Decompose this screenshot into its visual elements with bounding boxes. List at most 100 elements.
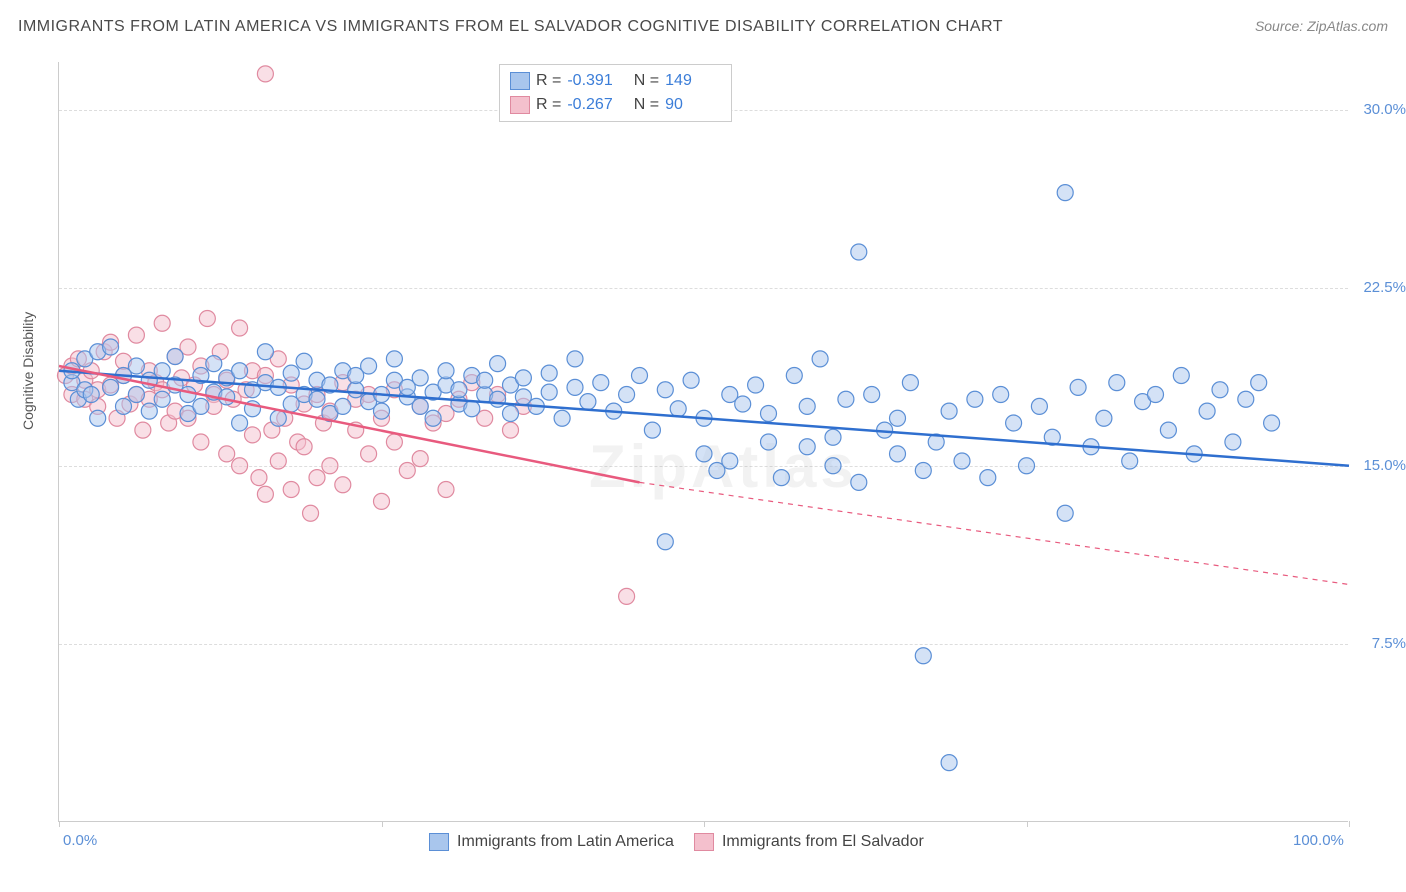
- data-point: [786, 368, 802, 384]
- data-point: [296, 353, 312, 369]
- data-point: [980, 470, 996, 486]
- data-point: [245, 427, 261, 443]
- data-point: [412, 370, 428, 386]
- data-point: [128, 387, 144, 403]
- x-tick: [59, 821, 60, 827]
- data-point: [1057, 185, 1073, 201]
- data-point: [773, 470, 789, 486]
- data-point: [1006, 415, 1022, 431]
- data-point: [799, 398, 815, 414]
- data-point: [902, 375, 918, 391]
- data-point: [425, 410, 441, 426]
- data-point: [154, 363, 170, 379]
- x-tick: [1349, 821, 1350, 827]
- data-point: [128, 327, 144, 343]
- data-point: [619, 387, 635, 403]
- data-point: [283, 482, 299, 498]
- data-point: [722, 453, 738, 469]
- data-point: [761, 406, 777, 422]
- x-tick: [382, 821, 383, 827]
- data-point: [1264, 415, 1280, 431]
- data-point: [644, 422, 660, 438]
- data-point: [1019, 458, 1035, 474]
- data-point: [825, 429, 841, 445]
- data-point: [941, 403, 957, 419]
- data-point: [303, 505, 319, 521]
- swatch-el-salvador: [510, 96, 530, 114]
- data-point: [232, 320, 248, 336]
- data-point: [993, 387, 1009, 403]
- y-tick-label: 30.0%: [1354, 101, 1406, 118]
- chart-area: ZipAtlas R = -0.391 N = 149 R = -0.267 N…: [58, 62, 1348, 822]
- scatter-plot: [59, 62, 1348, 821]
- data-point: [399, 463, 415, 479]
- data-point: [541, 365, 557, 381]
- legend-item-el-salvador: Immigrants from El Salvador: [694, 833, 924, 851]
- swatch-latin-america-bottom: [429, 833, 449, 851]
- n-label: N =: [629, 69, 659, 93]
- data-point: [1070, 379, 1086, 395]
- data-point: [451, 382, 467, 398]
- chart-header: IMMIGRANTS FROM LATIN AMERICA VS IMMIGRA…: [18, 18, 1388, 36]
- data-point: [593, 375, 609, 391]
- data-point: [128, 358, 144, 374]
- data-point: [270, 410, 286, 426]
- data-point: [799, 439, 815, 455]
- data-point: [232, 363, 248, 379]
- data-point: [270, 453, 286, 469]
- data-point: [232, 458, 248, 474]
- data-point: [335, 477, 351, 493]
- y-tick-label: 7.5%: [1354, 635, 1406, 652]
- data-point: [335, 398, 351, 414]
- data-point: [219, 446, 235, 462]
- n-label: N =: [629, 93, 659, 117]
- x-tick-label: 0.0%: [63, 832, 97, 849]
- data-point: [141, 403, 157, 419]
- data-point: [386, 351, 402, 367]
- data-point: [90, 410, 106, 426]
- data-point: [851, 244, 867, 260]
- data-point: [1096, 410, 1112, 426]
- data-point: [864, 387, 880, 403]
- data-point: [503, 406, 519, 422]
- data-point: [219, 389, 235, 405]
- data-point: [477, 372, 493, 388]
- data-point: [206, 356, 222, 372]
- data-point: [670, 401, 686, 417]
- data-point: [1109, 375, 1125, 391]
- data-point: [154, 315, 170, 331]
- data-point: [851, 474, 867, 490]
- data-point: [567, 351, 583, 367]
- data-point: [348, 382, 364, 398]
- data-point: [412, 451, 428, 467]
- data-point: [1212, 382, 1228, 398]
- data-point: [657, 534, 673, 550]
- data-point: [503, 422, 519, 438]
- data-point: [180, 387, 196, 403]
- data-point: [283, 365, 299, 381]
- data-point: [257, 344, 273, 360]
- data-point: [257, 486, 273, 502]
- data-point: [374, 493, 390, 509]
- data-point: [541, 384, 557, 400]
- data-point: [567, 379, 583, 395]
- y-tick-label: 22.5%: [1354, 279, 1406, 296]
- chart-title: IMMIGRANTS FROM LATIN AMERICA VS IMMIGRA…: [18, 18, 1003, 36]
- data-point: [490, 356, 506, 372]
- data-point: [1057, 505, 1073, 521]
- x-tick-label: 100.0%: [1293, 832, 1344, 849]
- data-point: [193, 398, 209, 414]
- legend-row-el-salvador: R = -0.267 N = 90: [510, 93, 721, 117]
- legend-item-latin-america: Immigrants from Latin America: [429, 833, 674, 851]
- data-point: [154, 391, 170, 407]
- data-point: [657, 382, 673, 398]
- data-point: [438, 482, 454, 498]
- data-point: [251, 470, 267, 486]
- data-point: [941, 755, 957, 771]
- data-point: [135, 422, 151, 438]
- data-point: [1251, 375, 1267, 391]
- data-point: [967, 391, 983, 407]
- data-point: [232, 415, 248, 431]
- data-point: [954, 453, 970, 469]
- data-point: [296, 439, 312, 455]
